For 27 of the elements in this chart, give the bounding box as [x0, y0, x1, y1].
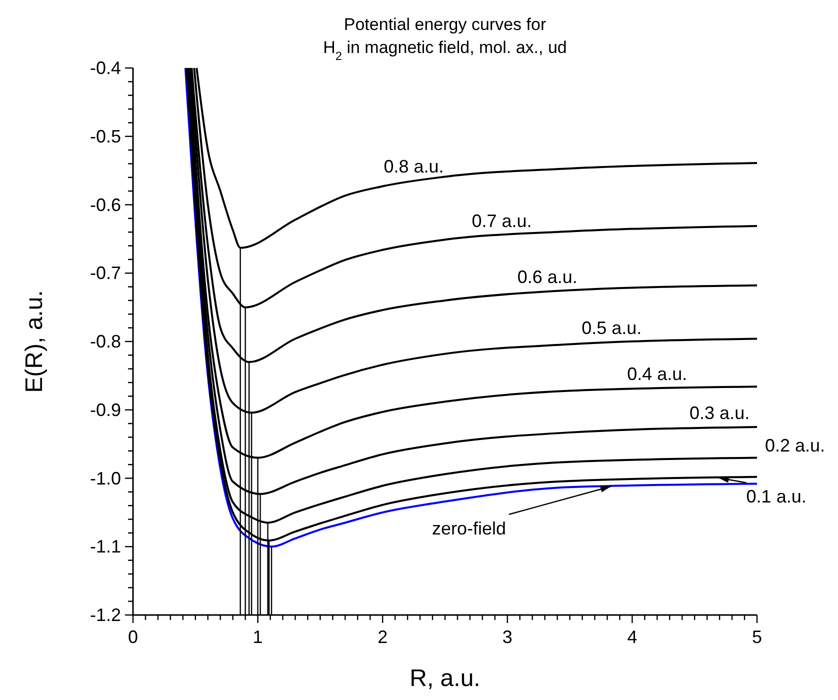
y-tick-label: -0.9	[90, 400, 121, 420]
x-tick-label: 3	[502, 627, 512, 647]
x-tick-label: 1	[252, 627, 263, 647]
y-axis-title: E(R), a.u.	[21, 290, 48, 393]
legend-label: 0.1 a.u.	[746, 486, 806, 507]
y-tick-label: -1.2	[90, 605, 121, 625]
x-axis-title: R, a.u.	[410, 665, 480, 692]
series-label: 0.4 a.u.	[627, 364, 688, 384]
y-tick-label: -0.5	[90, 126, 121, 146]
series-label: zero-field	[432, 518, 506, 538]
x-tick-label: 2	[378, 627, 388, 647]
y-tick-label: -0.8	[90, 332, 121, 352]
y-tick-label: -1.0	[90, 468, 121, 488]
y-tick-label: -0.4	[90, 58, 121, 78]
series-label: 0.6 a.u.	[517, 267, 578, 288]
series-label: 0.5 a.u.	[582, 318, 642, 338]
x-tick-label: 0	[128, 627, 138, 647]
x-tick-label: 4	[627, 627, 638, 647]
chart-title: Potential energy curves for H$_{2}$ in magnetic field, mol. ax., ud	[323, 15, 567, 63]
x-tick-label: 5	[752, 627, 762, 647]
series-label: 0.7 a.u.	[472, 210, 532, 231]
y-tick-label: -0.6	[90, 194, 121, 215]
y-tick-label: -0.7	[90, 263, 121, 284]
y-tick-label: -1.1	[90, 536, 121, 557]
series-label: 0.2 a.u.	[765, 436, 826, 456]
series-label: 0.8 a.u.	[384, 156, 444, 177]
series-label: 0.3 a.u.	[690, 403, 750, 424]
